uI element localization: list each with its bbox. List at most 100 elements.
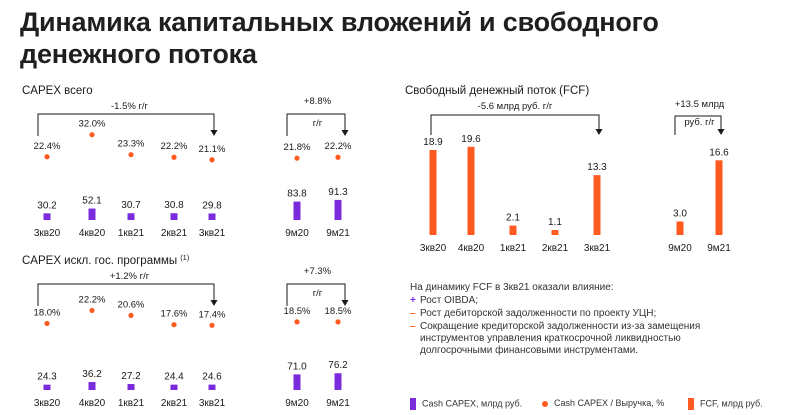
nine-month-bar bbox=[334, 199, 342, 220]
ratio-label: 22.4% bbox=[34, 141, 61, 152]
fcf-bar-label: 18.9 bbox=[423, 137, 443, 148]
legend-label: FCF, млрд руб. bbox=[700, 398, 763, 409]
capex-bar-label: 29.8 bbox=[202, 200, 222, 211]
nine-month-bracket bbox=[674, 115, 722, 135]
note-item-text: Рост OIBDA; bbox=[420, 295, 479, 306]
yoy-bracket-arrow-icon bbox=[210, 130, 218, 136]
x-tick-label: 1кв21 bbox=[500, 243, 527, 254]
note-item: + Рост OIBDA; bbox=[410, 295, 740, 307]
chart-title: CAPEX искл. гос. программы (1) bbox=[22, 253, 190, 267]
capex-bar bbox=[170, 213, 178, 220]
capex-bar-label: 36.2 bbox=[82, 369, 102, 380]
ratio-point bbox=[128, 312, 134, 318]
minus-icon: – bbox=[410, 321, 416, 332]
ratio-point bbox=[171, 322, 177, 328]
fcf-note: На динамику FCF в 3кв21 оказали влияние:… bbox=[410, 282, 740, 358]
x-tick-label: 3кв21 bbox=[199, 228, 226, 239]
yoy-bracket bbox=[430, 114, 600, 135]
nine-month-bar-label: 76.2 bbox=[328, 360, 348, 371]
capex-bar-label: 30.2 bbox=[37, 200, 57, 211]
plus-icon: + bbox=[410, 295, 416, 306]
capex-bar bbox=[43, 213, 51, 220]
title-line-2: денежного потока bbox=[20, 39, 257, 69]
fcf-bar bbox=[593, 175, 601, 235]
ratio-point bbox=[89, 132, 95, 138]
ratio-point bbox=[209, 322, 215, 328]
ratio-point bbox=[209, 157, 215, 163]
ratio-point bbox=[335, 319, 341, 325]
nine-month-change-unit: г/г bbox=[313, 118, 323, 129]
legend-bar-swatch-icon bbox=[410, 398, 416, 410]
nine-month-fcf-bar bbox=[715, 160, 723, 235]
note-heading: На динамику FCF в 3кв21 оказали влияние: bbox=[410, 282, 614, 293]
note-item-text: Сокращение кредиторской задолженности из… bbox=[420, 321, 701, 356]
title-line-1: Динамика капитальных вложений и свободно… bbox=[20, 7, 659, 37]
note-item: – Сокращение кредиторской задолженности и… bbox=[410, 321, 740, 357]
yoy-change-label: -5.6 млрд руб. г/г bbox=[478, 101, 553, 112]
x-tick-label: 9м20 bbox=[285, 228, 309, 239]
fcf-bar-label: 2.1 bbox=[506, 213, 520, 224]
legend-item-capex: Cash CAPEX, млрд руб. bbox=[410, 398, 522, 410]
ratio-point bbox=[171, 154, 177, 160]
capex-bar-label: 52.1 bbox=[82, 196, 102, 207]
fcf-bar-label: 1.1 bbox=[548, 217, 562, 228]
nine-month-bracket bbox=[286, 283, 346, 306]
yoy-change-label: +1.2% г/г bbox=[110, 271, 150, 282]
nine-month-change-value: +7.3% bbox=[304, 266, 332, 277]
capex-bar-label: 24.6 bbox=[202, 372, 222, 383]
capex-bar bbox=[170, 384, 178, 390]
nine-month-change-unit: руб. г/г bbox=[684, 117, 715, 128]
legend-label: Cash CAPEX / Выручка, % bbox=[554, 398, 665, 408]
nine-month-bar bbox=[334, 373, 342, 390]
x-tick-label: 3кв21 bbox=[199, 398, 226, 409]
nine-month-bar bbox=[293, 201, 301, 220]
fcf-bar bbox=[509, 225, 517, 235]
x-tick-label: 4кв20 bbox=[79, 228, 106, 239]
capex-bar bbox=[88, 208, 96, 220]
capex-bar-label: 30.7 bbox=[121, 200, 141, 211]
ratio-label: 32.0% bbox=[79, 119, 106, 130]
legend-label: Cash CAPEX, млрд руб. bbox=[422, 398, 523, 409]
fcf-bar-label: 19.6 bbox=[461, 134, 481, 145]
minus-icon: – bbox=[410, 308, 416, 319]
fcf-bar-label: 13.3 bbox=[587, 162, 607, 173]
ratio-label: 17.6% bbox=[161, 309, 188, 320]
ratio-label: 18.0% bbox=[34, 307, 61, 318]
x-tick-label: 3кв20 bbox=[420, 243, 447, 254]
x-tick-label: 2кв21 bbox=[161, 398, 188, 409]
ratio-label: 17.4% bbox=[199, 309, 226, 320]
nine-month-change-value: +13.5 млрд bbox=[675, 99, 725, 110]
chart-legend: Cash CAPEX, млрд руб. Cash CAPEX / Выруч… bbox=[410, 398, 800, 412]
x-tick-label: 4кв20 bbox=[458, 243, 485, 254]
ratio-label: 21.1% bbox=[199, 144, 226, 155]
x-tick-label: 9м21 bbox=[326, 228, 350, 239]
capex-bar bbox=[127, 213, 135, 220]
capex-bar bbox=[208, 213, 216, 220]
page-title: Динамика капитальных вложений и свободно… bbox=[20, 6, 780, 70]
x-tick-label: 3кв21 bbox=[584, 243, 611, 254]
ratio-label: 20.6% bbox=[118, 299, 145, 310]
ratio-point bbox=[44, 320, 50, 327]
nine-month-change-unit: г/г bbox=[313, 288, 323, 299]
fcf-bar bbox=[551, 230, 559, 235]
x-tick-label: 3кв20 bbox=[34, 398, 61, 409]
nine-month-fcf-bar bbox=[676, 221, 684, 235]
capex-bar bbox=[88, 382, 96, 390]
x-tick-label: 9м21 bbox=[707, 243, 731, 254]
nine-month-bar bbox=[293, 374, 301, 390]
ratio-label: 22.2% bbox=[325, 141, 352, 152]
chart-title: Свободный денежный поток (FCF) bbox=[405, 85, 589, 97]
x-tick-label: 3кв20 bbox=[34, 228, 61, 239]
nine-month-bracket-arrow-icon bbox=[717, 129, 725, 135]
ratio-point bbox=[44, 154, 50, 160]
x-tick-label: 9м20 bbox=[285, 398, 309, 409]
ratio-label: 22.2% bbox=[161, 141, 188, 152]
nine-month-fcf-bar-label: 16.6 bbox=[709, 147, 729, 158]
ratio-label: 18.5% bbox=[284, 306, 311, 317]
yoy-bracket-arrow-icon bbox=[210, 300, 218, 306]
legend-dot-swatch-icon bbox=[542, 400, 548, 407]
ratio-label: 21.8% bbox=[284, 142, 311, 153]
x-tick-label: 4кв20 bbox=[79, 398, 106, 409]
capex-bar bbox=[127, 384, 135, 390]
